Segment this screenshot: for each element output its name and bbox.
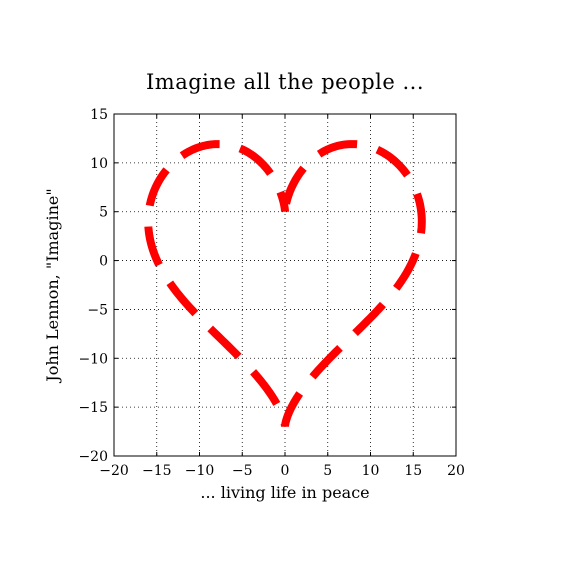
x-tick-label: −5 <box>232 463 253 479</box>
y-tick-label: −15 <box>78 400 108 416</box>
chart-title: Imagine all the people ... <box>146 70 424 94</box>
x-tick-label: 20 <box>447 463 465 479</box>
data-layer <box>144 140 426 427</box>
y-tick-label: 10 <box>90 156 108 172</box>
x-tick-label: 15 <box>404 463 422 479</box>
ticks: −20 −15 −10 −5 0 5 10 15 20 −20 −15 −10 −5 0 5 10 15 <box>78 107 464 479</box>
x-tick-label: 5 <box>323 463 332 479</box>
y-tick-label: 15 <box>90 107 108 123</box>
y-axis-label: John Lennon, "Imagine" <box>43 188 62 383</box>
y-tick-label: 0 <box>99 254 108 270</box>
x-tick-label: −10 <box>185 463 215 479</box>
x-tick-label: 0 <box>281 463 290 479</box>
y-tick-label: 5 <box>99 205 108 221</box>
x-tick-label: −15 <box>142 463 172 479</box>
y-tick-label: −5 <box>87 302 108 318</box>
y-tick-label: −20 <box>78 449 108 465</box>
x-tick-label: −20 <box>99 463 129 479</box>
y-tick-label: −10 <box>78 351 108 367</box>
x-axis-label: ... living life in peace <box>200 483 369 502</box>
x-tick-label: 10 <box>362 463 380 479</box>
heart-series-line <box>144 140 426 427</box>
